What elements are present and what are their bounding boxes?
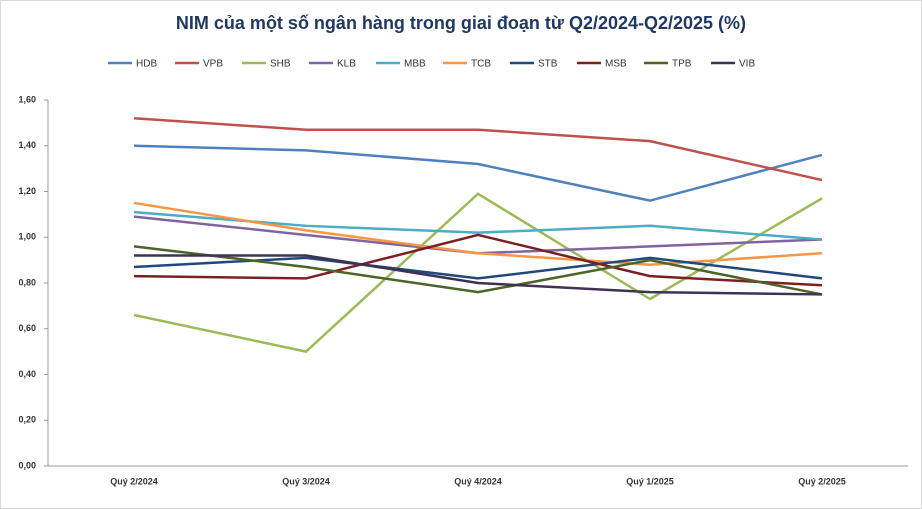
legend-label: VPB bbox=[203, 59, 223, 70]
x-tick-label: Quý 2/2024 bbox=[110, 476, 158, 486]
legend-label: HDB bbox=[136, 59, 157, 70]
y-tick-label: 0,40 bbox=[18, 369, 36, 379]
chart-title: NIM của một số ngân hàng trong giai đoạn… bbox=[176, 13, 746, 33]
series-line bbox=[133, 233, 823, 287]
series-line bbox=[134, 254, 823, 296]
series-line bbox=[133, 201, 823, 266]
x-tick-label: Quý 1/2025 bbox=[626, 476, 674, 486]
y-tick-label: 1,40 bbox=[18, 140, 36, 150]
series-line bbox=[133, 245, 823, 296]
y-tick-label: 0,60 bbox=[18, 323, 36, 333]
legend-label: STB bbox=[538, 59, 558, 70]
y-tick-label: 0,20 bbox=[18, 415, 36, 425]
x-tick-label: Quý 3/2024 bbox=[282, 476, 330, 486]
y-tick-label: 1,60 bbox=[18, 94, 36, 104]
x-tick-label: Quý 2/2025 bbox=[798, 476, 846, 486]
legend-label: KLB bbox=[337, 59, 356, 70]
legend-label: VIB bbox=[739, 59, 755, 70]
legend-label: TPB bbox=[672, 59, 692, 70]
y-tick-label: 0,00 bbox=[18, 460, 36, 470]
legend-label: MSB bbox=[605, 59, 627, 70]
legend-label: TCB bbox=[471, 59, 491, 70]
y-tick-label: 1,20 bbox=[18, 186, 36, 196]
y-tick-label: 1,00 bbox=[18, 232, 36, 242]
legend-label: SHB bbox=[270, 59, 291, 70]
series-line bbox=[133, 144, 823, 202]
y-tick-label: 0,80 bbox=[18, 277, 36, 287]
series-line bbox=[133, 117, 823, 182]
legend-label: MBB bbox=[404, 59, 426, 70]
x-tick-label: Quý 4/2024 bbox=[454, 476, 502, 486]
